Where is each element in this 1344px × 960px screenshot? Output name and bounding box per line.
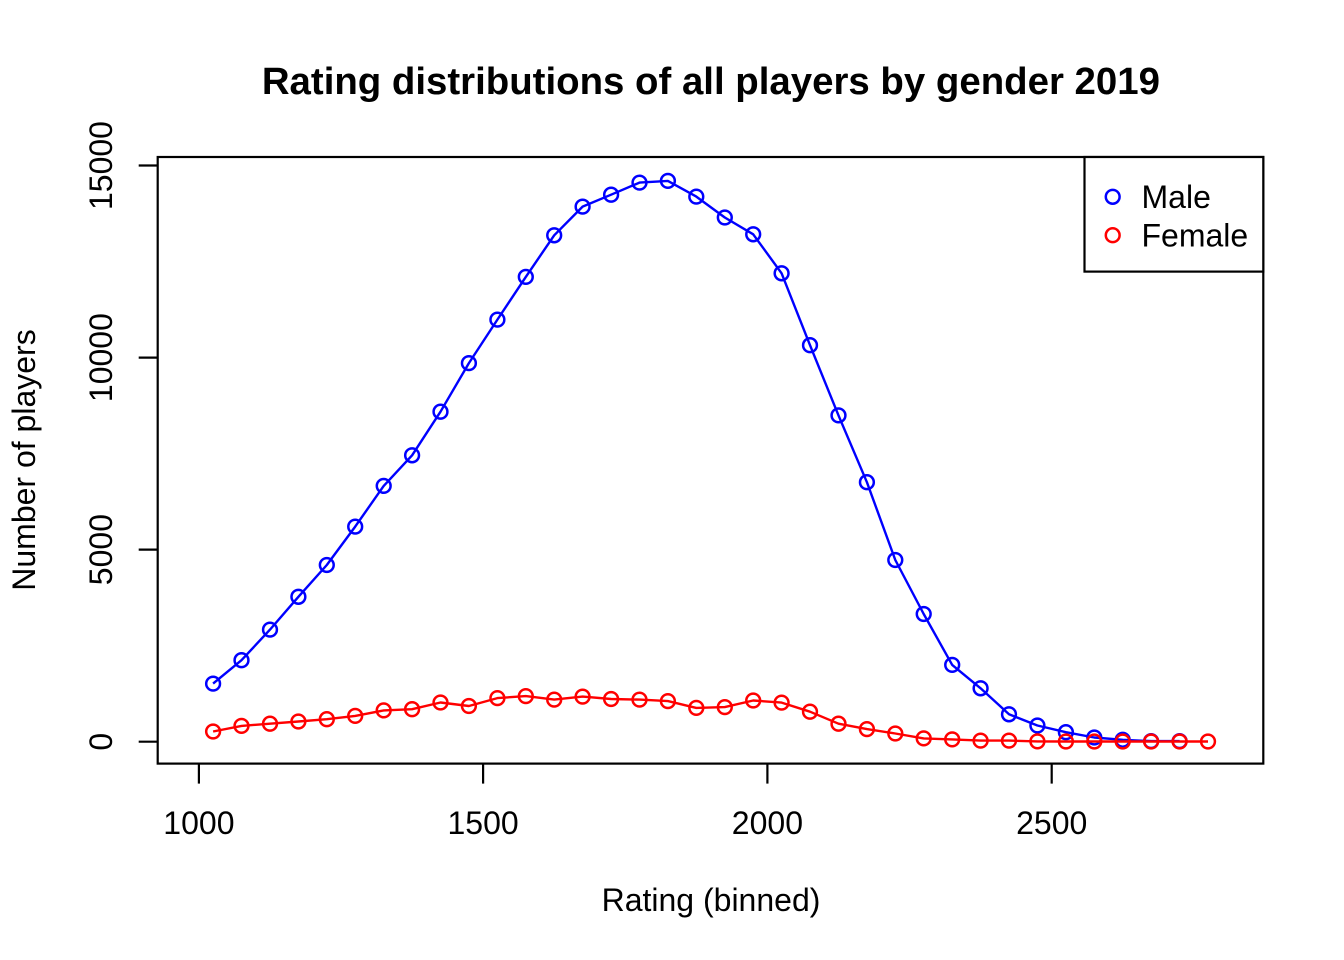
svg-text:15000: 15000 xyxy=(83,121,119,210)
svg-text:Female: Female xyxy=(1142,217,1249,253)
svg-text:2000: 2000 xyxy=(732,805,803,841)
svg-text:1500: 1500 xyxy=(448,805,519,841)
svg-text:Rating distributions of all pl: Rating distributions of all players by g… xyxy=(262,60,1160,103)
svg-text:0: 0 xyxy=(83,733,119,751)
svg-text:2500: 2500 xyxy=(1016,805,1087,841)
svg-text:5000: 5000 xyxy=(83,514,119,585)
svg-text:10000: 10000 xyxy=(83,313,119,402)
svg-text:Number of players: Number of players xyxy=(6,329,42,590)
svg-text:Rating (binned): Rating (binned) xyxy=(602,882,821,918)
svg-text:1000: 1000 xyxy=(163,805,234,841)
svg-text:Male: Male xyxy=(1142,179,1211,215)
